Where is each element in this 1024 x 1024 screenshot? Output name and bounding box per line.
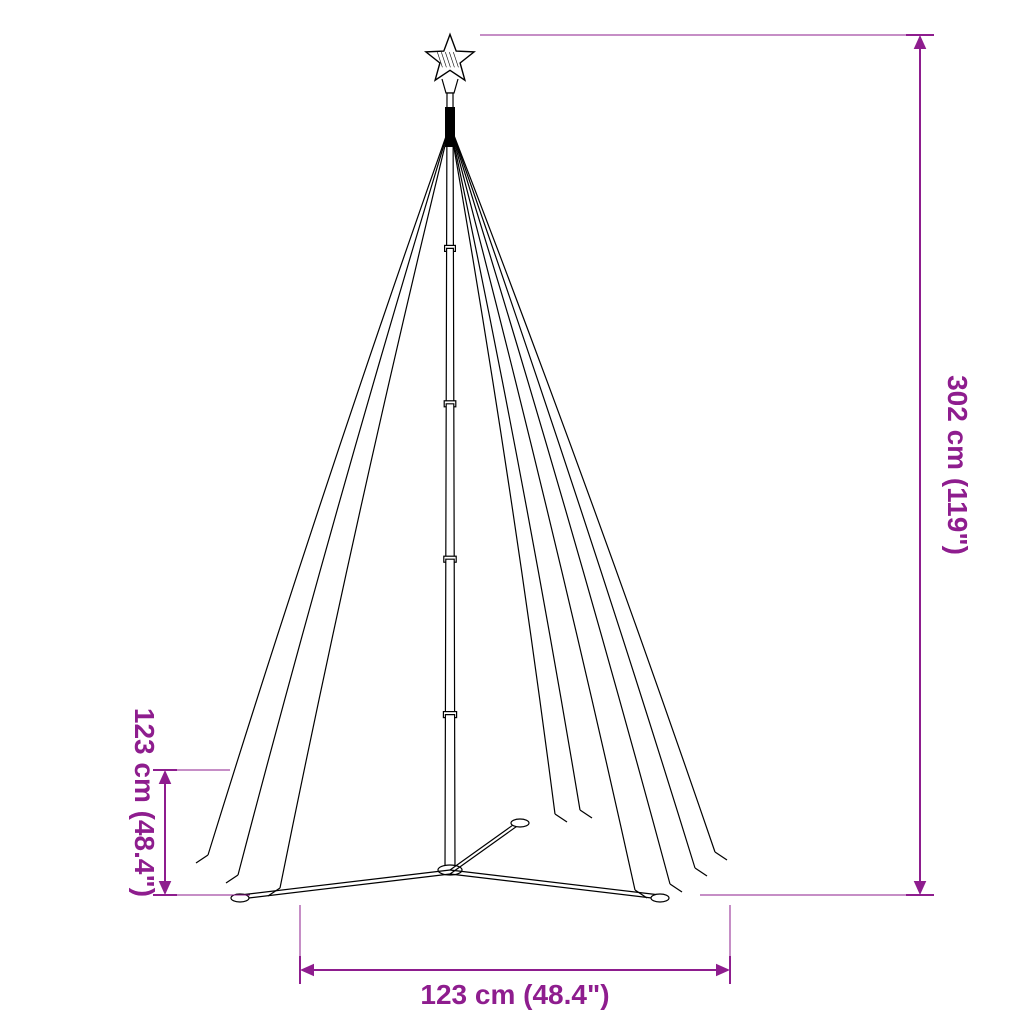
- dimension-label: 123 cm (48.4"): [420, 979, 609, 1010]
- string-stake: [226, 875, 238, 883]
- arrowhead-icon: [300, 964, 314, 977]
- light-string: [450, 125, 580, 810]
- string-stake: [715, 852, 727, 860]
- string-stake: [555, 814, 567, 822]
- pole-segment: [445, 715, 455, 870]
- light-string: [280, 125, 450, 888]
- dimension-label: 123 cm (48.4"): [129, 708, 160, 897]
- pole-segment: [446, 248, 454, 403]
- arrowhead-icon: [914, 35, 927, 49]
- light-string: [450, 125, 670, 884]
- string-stake: [580, 810, 592, 818]
- light-string: [450, 125, 695, 868]
- pole-segment: [445, 559, 454, 714]
- light-string: [450, 125, 635, 890]
- base-leg: [450, 870, 669, 902]
- star-icon: [426, 34, 474, 80]
- pole-top-connector: [442, 79, 458, 93]
- light-string: [238, 125, 450, 875]
- base-leg: [231, 870, 450, 902]
- arrowhead-icon: [914, 881, 927, 895]
- string-stake: [695, 868, 707, 876]
- base-leg: [450, 819, 529, 874]
- string-stake: [196, 855, 208, 863]
- light-string: [450, 125, 555, 814]
- dimension-label: 302 cm (119"): [942, 375, 973, 555]
- light-string: [450, 125, 715, 852]
- string-stake: [670, 884, 682, 892]
- light-string: [208, 125, 450, 855]
- arrowhead-icon: [716, 964, 730, 977]
- pole-segment: [446, 404, 454, 559]
